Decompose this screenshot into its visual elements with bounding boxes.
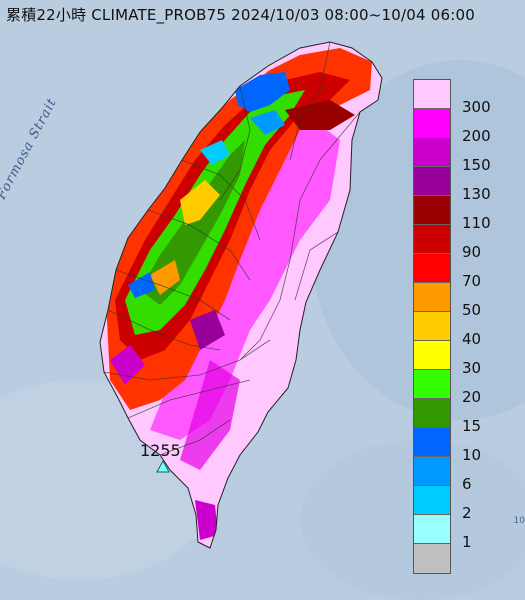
legend-swatch [414,254,450,283]
legend-label: 40 [462,330,482,348]
station-marker-triangle-icon [156,459,170,473]
legend-label: 1 [462,533,472,551]
legend-label: 110 [462,214,491,232]
corner-fragment: 10 [513,516,525,526]
legend-swatch [414,80,450,109]
legend-label: 2 [462,504,472,522]
legend-swatch [414,341,450,370]
legend-swatch [414,283,450,312]
legend-swatch [414,428,450,457]
legend-swatch [414,486,450,515]
ocean-shade [300,440,525,600]
legend-swatch [414,225,450,254]
station-marker-label: 1255 [140,441,181,460]
legend-label: 200 [462,127,491,145]
legend-label: 50 [462,301,482,319]
legend-label: 6 [462,475,472,493]
legend-swatches [413,79,451,574]
legend-label: 130 [462,185,491,203]
legend-swatch [414,544,450,573]
legend-label: 10 [462,446,482,464]
legend-swatch [414,515,450,544]
legend-label: 30 [462,359,482,377]
legend-swatch [414,196,450,225]
map-title: 累積22小時 CLIMATE_PROB75 2024/10/03 08:00~1… [6,6,475,24]
legend-swatch [414,457,450,486]
legend-swatch [414,399,450,428]
legend-label: 20 [462,388,482,406]
legend-label: 15 [462,417,482,435]
legend-label: 150 [462,156,491,174]
legend-labels: 300 200 150 130 110 90 70 50 40 30 20 15 10 6 2 1 [462,79,491,572]
legend-swatch [414,138,450,167]
legend-label: 70 [462,272,482,290]
legend-swatch [414,312,450,341]
legend-label: 300 [462,98,491,116]
legend-swatch [414,109,450,138]
legend-swatch [414,370,450,399]
coastline [99,41,383,549]
legend-swatch [414,167,450,196]
